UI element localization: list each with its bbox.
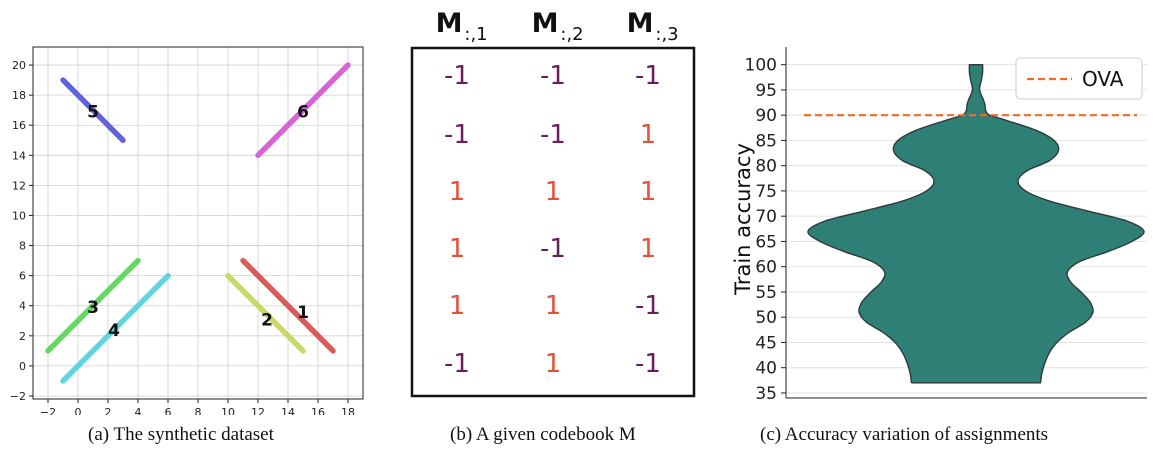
y-tick-label: 90 [755, 106, 777, 126]
codebook-header-2: M [532, 8, 559, 39]
y-tick-label: 75 [755, 182, 777, 202]
y-tick-label: 35 [755, 384, 777, 404]
x-tick-label: 14 [281, 406, 295, 415]
codebook-cell: -1 [540, 234, 566, 264]
codebook-cell: 1 [449, 177, 466, 207]
y-tick-label: 16 [12, 119, 26, 132]
legend-box [1015, 57, 1143, 100]
y-tick-label: 18 [12, 89, 26, 102]
y-tick-label: 60 [755, 258, 777, 278]
x-tick-label: 4 [135, 406, 142, 415]
caption-a: (a) The synthetic dataset [88, 424, 274, 445]
scatter-grid [33, 47, 363, 399]
codebook-cell: -1 [635, 61, 661, 91]
class-label-5: 5 [87, 103, 99, 123]
scatter-series-3 [45, 257, 141, 354]
codebook-cell: -1 [540, 120, 566, 150]
y-tick-label: 8 [19, 240, 26, 253]
x-tick-label: −2 [40, 406, 56, 415]
y-tick-label: 50 [755, 308, 777, 328]
scatter-series-5 [60, 77, 126, 144]
codebook-header-subscript-3: :,3 [655, 24, 678, 45]
violin-body [807, 63, 1145, 384]
codebook-cell: 1 [640, 120, 657, 150]
codebook-cell: 1 [640, 177, 657, 207]
x-tick-label: 16 [311, 406, 325, 415]
scatter-class-labels: 1 2 34 5 6 [87, 103, 309, 341]
x-tick-label: 8 [195, 406, 202, 415]
codebook-cell: -1 [444, 120, 470, 150]
codebook-headers: M:,1 M:,2 M:,3 [436, 8, 679, 45]
codebook-cell: -1 [444, 349, 470, 379]
y-tick-label: 0 [19, 360, 26, 373]
violin-y-axis-label: Train accuracy [731, 143, 755, 296]
violin-y-ticks: 35 40 45 50 55 60 65 70 75 80 85 90 95 100 [745, 56, 786, 404]
codebook-table: M:,1 M:,2 M:,3 -1 -1 -1-1 -1 11 1 11 -1 11 1 -1-1 1 -1 [410, 8, 696, 398]
y-tick-label: 20 [12, 59, 26, 72]
scatter-series-1 [240, 257, 336, 354]
y-tick-label: 12 [12, 179, 26, 192]
class-label-3: 3 [87, 298, 99, 318]
codebook-cell: -1 [540, 61, 566, 91]
class-label-1: 1 [297, 303, 309, 323]
y-tick-label: 14 [12, 149, 26, 162]
codebook-header-subscript-2: :,2 [560, 24, 583, 45]
y-tick-label: 10 [12, 209, 26, 222]
y-tick-label: 70 [755, 207, 777, 227]
codebook-cell: -1 [635, 291, 661, 321]
x-tick-label: 12 [251, 406, 265, 415]
y-tick-label: −2 [10, 390, 26, 403]
codebook-cell: 1 [449, 291, 466, 321]
codebook-frame [410, 46, 696, 398]
class-label-4: 4 [108, 321, 120, 341]
codebook-header-3: M [627, 8, 654, 39]
y-tick-label: 4 [19, 300, 26, 313]
y-tick-label: 65 [755, 232, 777, 252]
caption-c: (c) Accuracy variation of assignments [760, 424, 1049, 445]
y-tick-label: 45 [755, 333, 777, 353]
codebook-cell: 1 [545, 177, 562, 207]
y-tick-label: 6 [19, 270, 26, 283]
scatter-series-2 [225, 272, 306, 354]
scatter-series-group [45, 62, 351, 384]
violin-spines [785, 47, 1147, 399]
codebook-panel: M:,1 M:,2 M:,3 -1 -1 -1 -1 -1 1 1 1 1 1 -1 1 1 1 -1 -1 1 -1 [395, 0, 715, 415]
x-tick-label: 0 [75, 406, 82, 415]
y-tick-label: 55 [755, 283, 777, 303]
x-tick-label: 18 [341, 406, 355, 415]
codebook-cell: 1 [545, 291, 562, 321]
class-label-6: 6 [297, 103, 309, 123]
y-tick-label: 2 [19, 330, 26, 343]
x-tick-label: 10 [221, 406, 235, 415]
legend-label: OVA [1082, 67, 1124, 91]
scatter-x-ticks: −2 0 2 4 6 8 10 12 14 16 18 [40, 399, 355, 415]
codebook-cell: 1 [640, 234, 657, 264]
y-tick-label: 80 [755, 157, 777, 177]
codebook-header-1: M [436, 8, 463, 39]
codebook-cell: 1 [449, 234, 466, 264]
x-tick-label: 6 [165, 406, 172, 415]
scatter-series-6 [255, 62, 351, 159]
codebook-header-subscript-1: :,1 [464, 24, 487, 45]
codebook-cell: -1 [444, 61, 470, 91]
y-tick-label: 100 [745, 56, 777, 76]
scatter-series-4 [60, 272, 171, 384]
x-tick-label: 2 [105, 406, 112, 415]
codebook-cells: -1 -1 -1 -1 -1 1 1 1 1 1 -1 1 1 1 -1 -1 1 -1 [444, 61, 661, 379]
y-tick-label: 85 [755, 131, 777, 151]
y-tick-label: 95 [755, 81, 777, 101]
violin-chart: 35 40 45 50 55 60 65 70 75 80 85 90 95 100 Train accu… [731, 47, 1147, 404]
caption-b: (b) A given codebook M [450, 424, 636, 445]
violin-legend: OVA [1015, 57, 1143, 100]
codebook-cell: -1 [635, 349, 661, 379]
y-tick-label: 40 [755, 359, 777, 379]
scatter-y-ticks: −2 0 2 4 6 8 10 12 14 16 18 20 [10, 59, 33, 403]
class-label-2: 2 [261, 310, 273, 330]
codebook-cell: 1 [545, 349, 562, 379]
